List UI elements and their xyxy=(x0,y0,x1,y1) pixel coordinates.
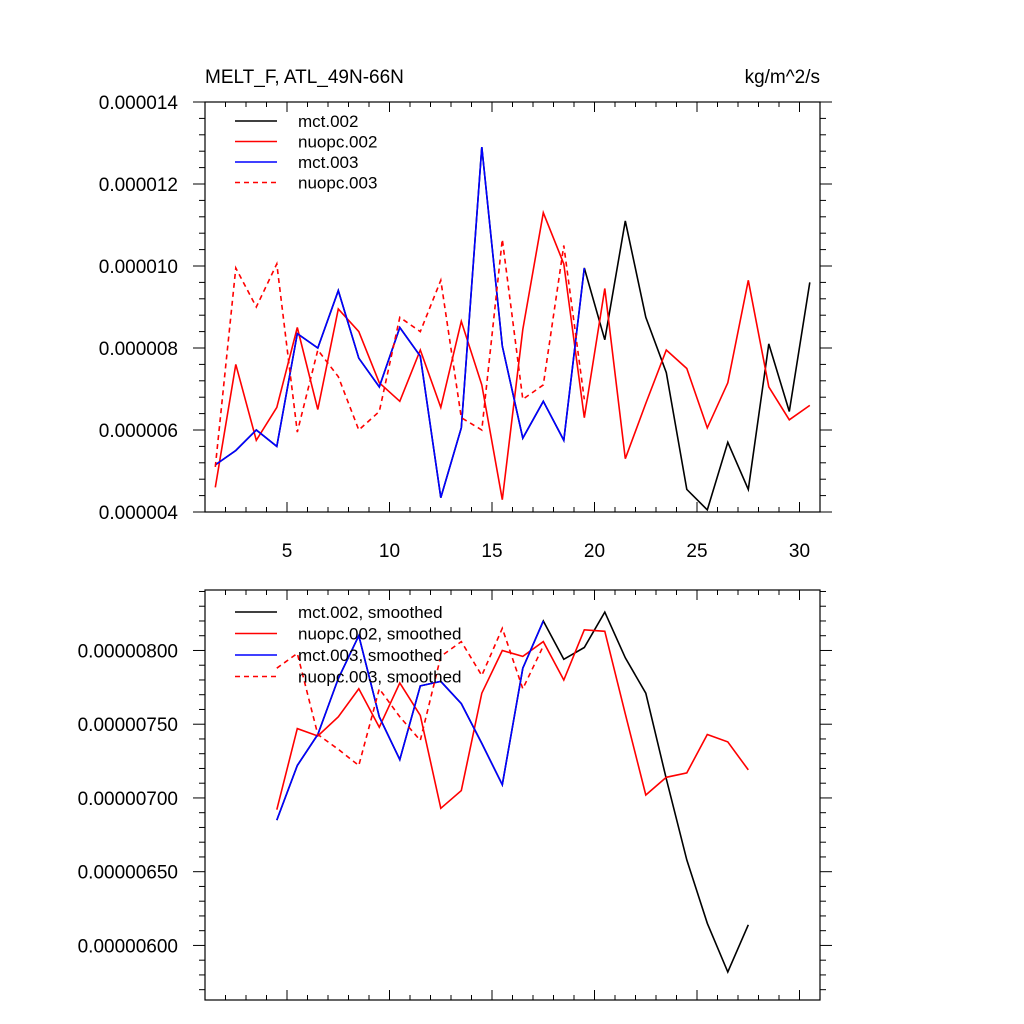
top-panel-title: MELT_F, ATL_49N-66N xyxy=(205,67,404,88)
top-panel-frame xyxy=(204,101,821,513)
bottom-legend-label: mct.002, smoothed xyxy=(298,603,443,622)
bottom-series-mct-003-smoothed xyxy=(276,620,545,821)
top-legend-label: nuopc.002 xyxy=(298,133,377,152)
top-y-tick-label: 0.000012 xyxy=(99,175,178,196)
top-y-tick-label: 0.000006 xyxy=(99,421,178,442)
bottom-panel-legend: mct.002, smoothed nuopc.002, smoothed mct.… xyxy=(235,603,462,687)
top-x-tick-label: 5 xyxy=(282,541,293,562)
bottom-y-tick-label: 0.00000800 xyxy=(78,641,178,662)
bottom-legend-label: mct.003, smoothed xyxy=(298,646,443,665)
top-series-nuopc-003 xyxy=(214,239,586,467)
top-y-tick-label: 0.000008 xyxy=(99,339,178,360)
bottom-panel-series xyxy=(276,610,750,975)
bottom-legend-label: nuopc.003, smoothed xyxy=(298,668,462,687)
bottom-y-tick-label: 0.00000700 xyxy=(78,789,178,810)
bottom-series-nuopc-002-smoothed xyxy=(276,628,749,810)
top-x-tick-label: 25 xyxy=(686,541,707,562)
top-x-tick-label: 10 xyxy=(379,541,400,562)
top-x-tick-label: 20 xyxy=(584,541,605,562)
bottom-panel-frame xyxy=(204,589,821,1001)
bottom-y-tick-label: 0.00000750 xyxy=(78,715,178,736)
top-y-tick-label: 0.000010 xyxy=(99,257,178,278)
top-x-tick-label: 15 xyxy=(481,541,502,562)
bottom-y-tick-label: 0.00000650 xyxy=(78,863,178,884)
top-panel-units: kg/m^2/s xyxy=(745,67,820,88)
bottom-series-mct-002-smoothed xyxy=(276,610,750,975)
top-legend-label: mct.003 xyxy=(298,153,358,172)
top-panel-series xyxy=(214,147,811,512)
top-y-tick-label: 0.000004 xyxy=(99,503,179,524)
top-legend-label: nuopc.003 xyxy=(298,174,377,193)
top-series-nuopc-002 xyxy=(214,209,811,500)
bottom-legend-label: nuopc.002, smoothed xyxy=(298,625,462,644)
bottom-panel-ticks: 0.00000600 0.00000650 0.00000700 0.00000750… xyxy=(78,590,832,1000)
top-series-mct-003 xyxy=(214,147,586,498)
top-y-tick-label: 0.000014 xyxy=(99,93,179,114)
top-x-tick-label: 30 xyxy=(789,541,810,562)
top-panel: MELT_F, ATL_49N-66N kg/m^2/s 5 10 15 20 25 30… xyxy=(99,67,832,562)
top-panel-ticks: 5 10 15 20 25 30 0.000004 0.000006 0.000008 0.000… xyxy=(99,93,832,562)
top-series-mct-002 xyxy=(214,147,811,512)
bottom-series-nuopc-003-smoothed xyxy=(276,626,545,767)
bottom-y-tick-label: 0.00000600 xyxy=(78,936,178,957)
top-legend-label: mct.002 xyxy=(298,112,358,131)
bottom-panel: 0.00000600 0.00000650 0.00000700 0.00000750… xyxy=(78,589,832,1001)
